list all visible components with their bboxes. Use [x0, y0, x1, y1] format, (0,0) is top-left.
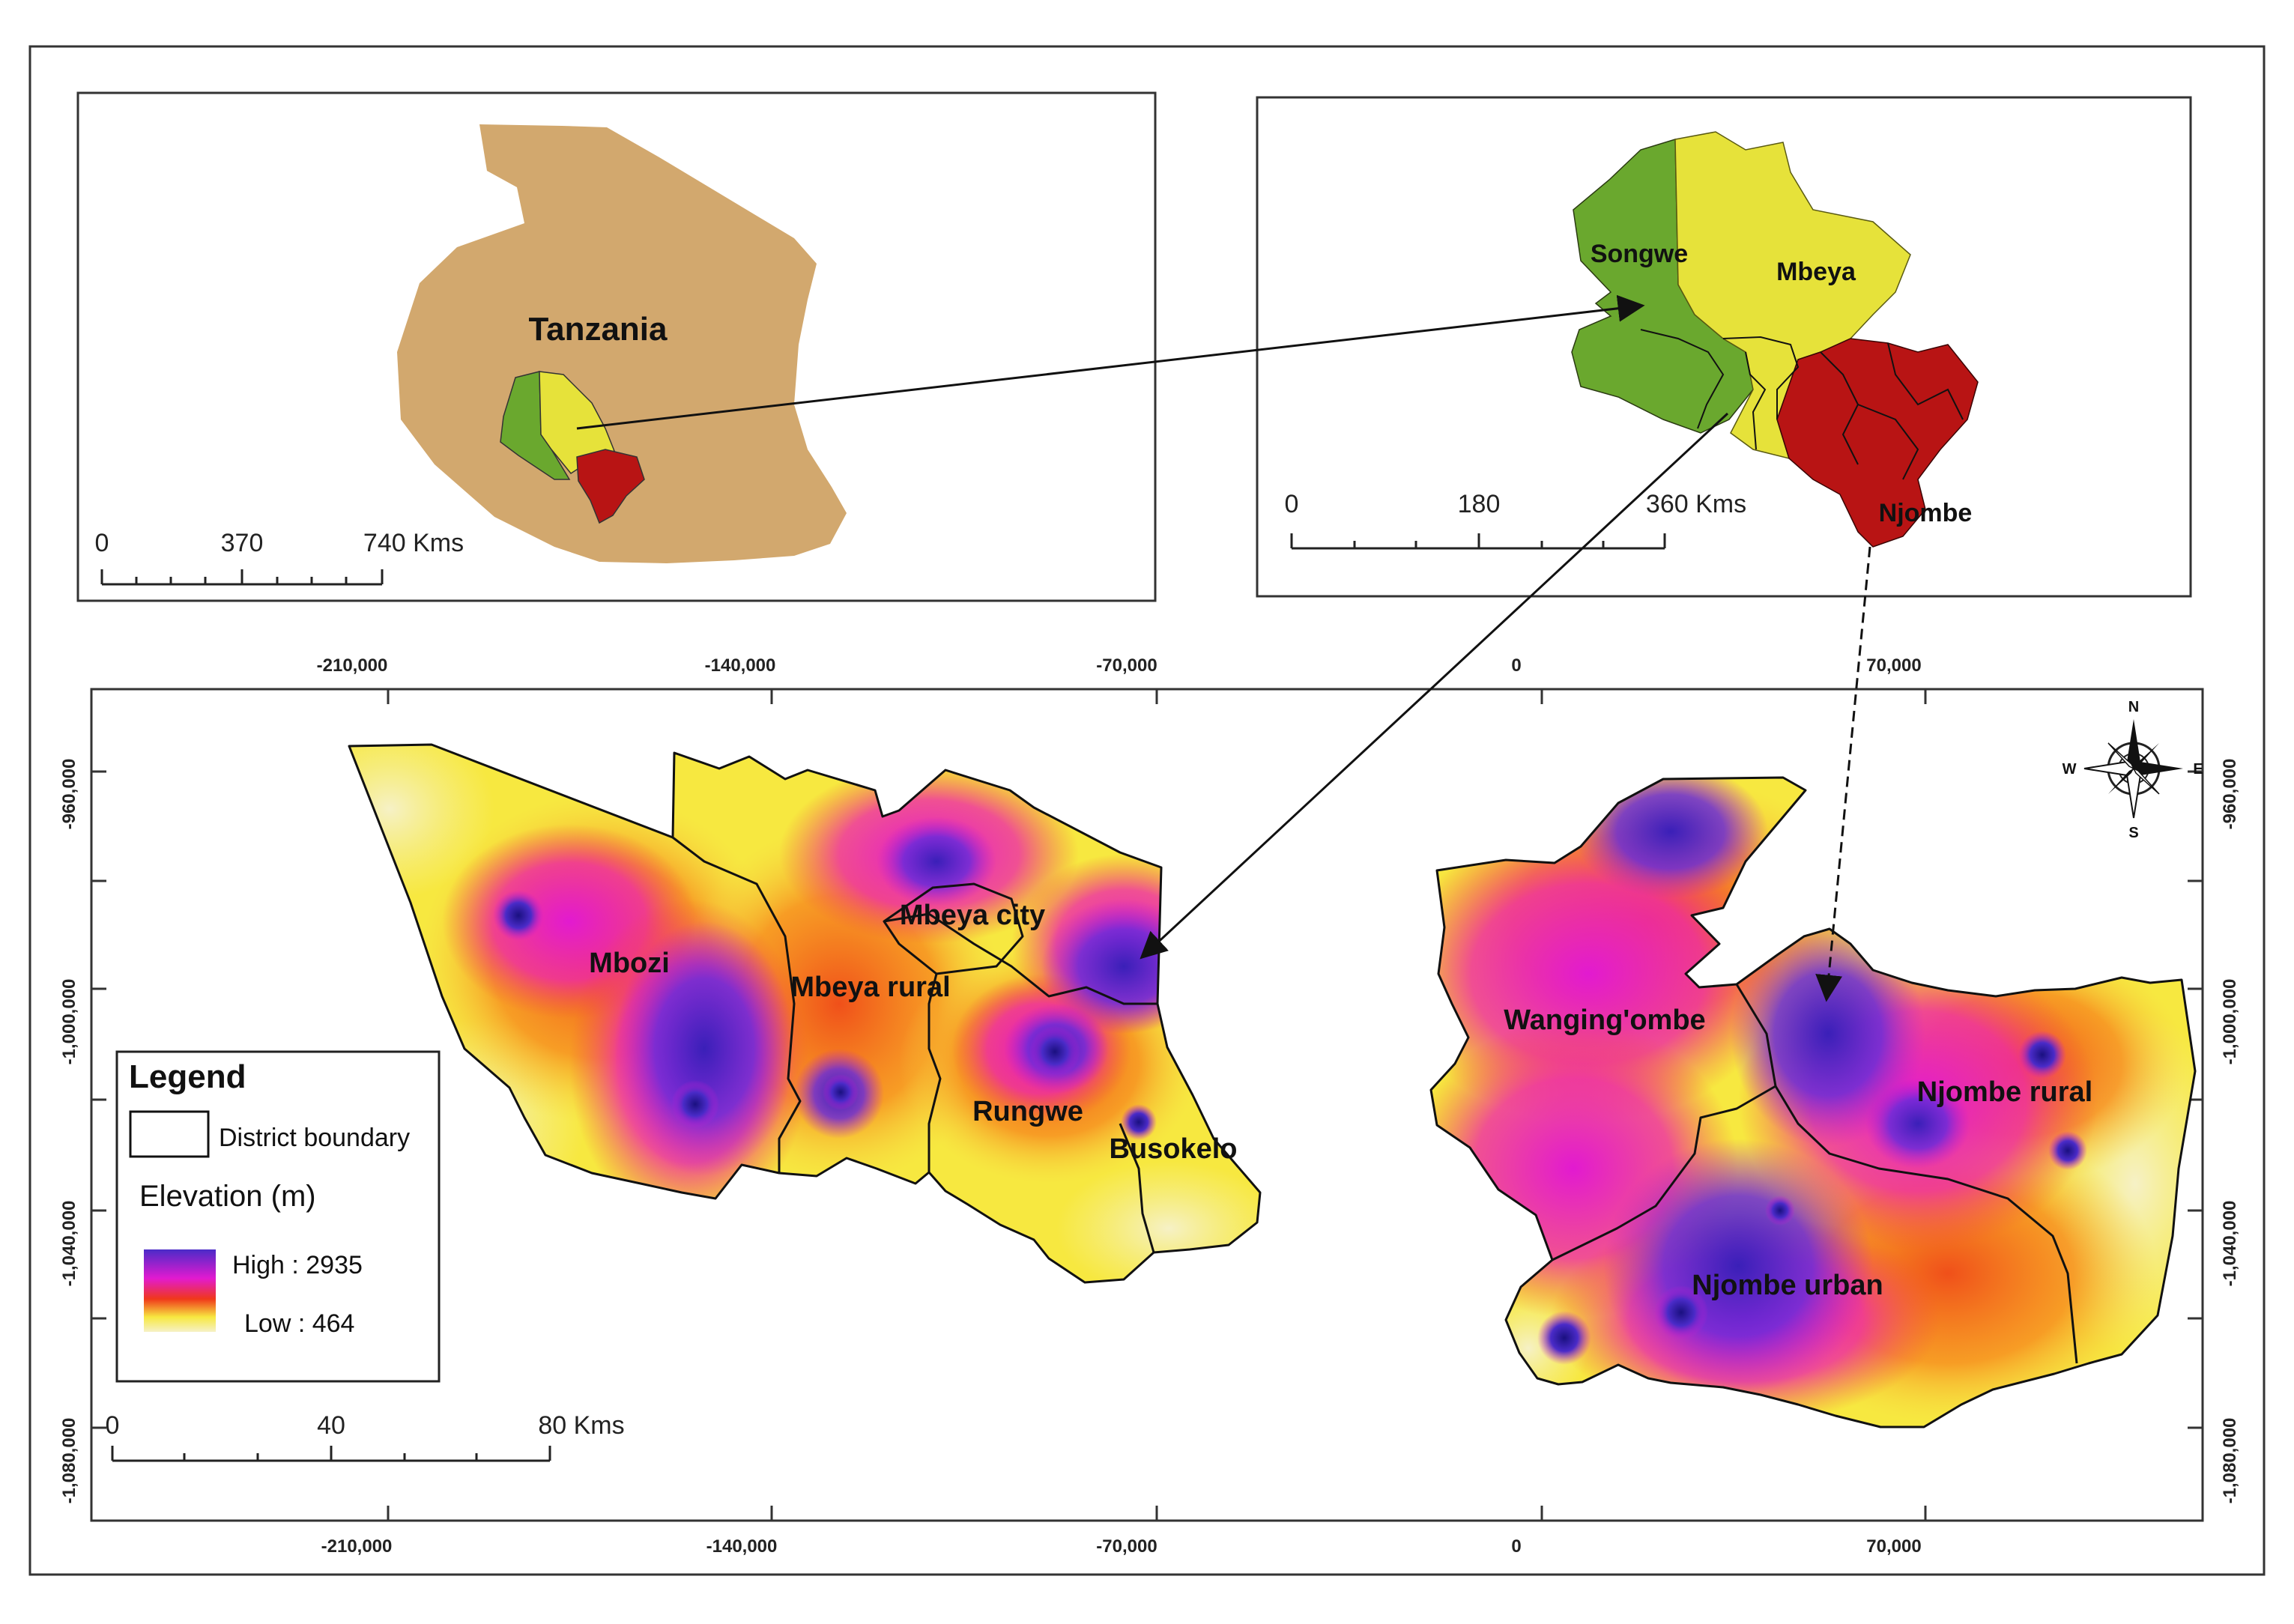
- north-arrow-e: E: [2193, 761, 2203, 778]
- district-labels: Mbozi Mbeya city Mbeya rural Rungwe Buso…: [589, 900, 2092, 1301]
- right-tick-2: -1,040,000: [2220, 1201, 2240, 1287]
- tanzania-njombe-region: [576, 449, 645, 524]
- district-label-rungwe: Rungwe: [972, 1096, 1083, 1127]
- district-boundaries: [348, 743, 2197, 1428]
- top-tick-1: -140,000: [705, 655, 776, 676]
- inset-tanzania: Tanzania 0 370 740 Kms: [76, 91, 1157, 602]
- north-arrow: N S E W: [2063, 699, 2203, 841]
- legend-low-label: Low : 464: [244, 1309, 354, 1338]
- district-label-mbozi: Mbozi: [589, 948, 670, 979]
- tanzania-shape: [397, 124, 847, 563]
- bottom-axis-labels: -210,000 -140,000 -70,000 0 70,000: [321, 1536, 1922, 1557]
- inset-tanzania-scale-tick-0: 0: [95, 529, 109, 557]
- inset-regions-scale-tick-2: 360 Kms: [1646, 490, 1746, 518]
- inset-regions: Songwe Mbeya Njombe 0 180 360 Kms: [1256, 96, 2192, 598]
- inset-tanzania-scale-tick-1: 370: [221, 529, 264, 557]
- main-scale-tick-2: 80 Kms: [538, 1411, 624, 1440]
- north-arrow-w: W: [2063, 761, 2077, 778]
- bottom-tick-3: 0: [1511, 1536, 1521, 1557]
- bottom-tick-4: 70,000: [1866, 1536, 1921, 1557]
- legend-boundary-swatch: [129, 1110, 210, 1158]
- district-label-njombe-rural: Njombe rural: [1917, 1076, 2092, 1108]
- legend-elevation-ramp: [144, 1249, 216, 1332]
- inset-regions-scale-tick-0: 0: [1285, 490, 1299, 518]
- inset-tanzania-scale-tick-2: 740 Kms: [363, 529, 464, 557]
- north-arrow-s: S: [2128, 825, 2138, 841]
- legend-high-label: High : 2935: [232, 1251, 363, 1279]
- left-tick-0: -960,000: [59, 759, 79, 830]
- main-scalebar: 0 40 80 Kms: [106, 1411, 625, 1462]
- arrow-regions-to-njombe: [1815, 546, 1871, 1002]
- top-tick-2: -70,000: [1096, 655, 1157, 676]
- graticule-ticks: [91, 689, 2203, 1521]
- bottom-tick-0: -210,000: [321, 1536, 393, 1557]
- left-tick-2: -1,040,000: [59, 1201, 79, 1287]
- district-label-mbeya-city: Mbeya city: [900, 900, 1045, 931]
- legend-boundary-label: District boundary: [219, 1124, 410, 1152]
- connector-arrows: [576, 294, 1871, 1002]
- main-scale-tick-0: 0: [106, 1411, 120, 1440]
- top-tick-3: 0: [1511, 655, 1521, 676]
- district-label-njombe-urban: Njombe urban: [1692, 1270, 1883, 1301]
- left-axis-labels: -960,000 -1,000,000 -1,040,000 -1,080,00…: [59, 759, 79, 1504]
- arrow-regions-to-mbeya: [1140, 412, 1729, 960]
- legend-elevation-title: Elevation (m): [139, 1180, 316, 1213]
- tanzania-label: Tanzania: [528, 311, 668, 348]
- legend-title: Legend: [129, 1058, 246, 1095]
- inset-regions-scale-tick-1: 180: [1458, 490, 1501, 518]
- north-arrow-n: N: [2128, 699, 2139, 715]
- main-scale-tick-1: 40: [317, 1411, 345, 1440]
- right-tick-0: -960,000: [2220, 759, 2240, 830]
- top-tick-0: -210,000: [317, 655, 388, 676]
- right-axis-labels: -960,000 -1,000,000 -1,040,000 -1,080,00…: [2220, 759, 2240, 1504]
- left-tick-3: -1,080,000: [59, 1418, 79, 1504]
- arrow-tanzania-to-regions: [576, 294, 1645, 430]
- bottom-tick-2: -70,000: [1096, 1536, 1157, 1557]
- region-district-boundaries: [1640, 329, 1964, 480]
- region-label-songwe: Songwe: [1591, 240, 1688, 268]
- bottom-tick-1: -140,000: [706, 1536, 778, 1557]
- inset-tanzania-scalebar: 0 370 740 Kms: [95, 529, 464, 586]
- district-label-wangingombe: Wanging'ombe: [1504, 1005, 1705, 1036]
- inset-regions-scalebar: 0 180 360 Kms: [1285, 490, 1746, 550]
- legend: Legend District boundary Elevation (m) H…: [115, 1050, 441, 1383]
- right-tick-1: -1,000,000: [2220, 979, 2240, 1065]
- district-label-busokelo: Busokelo: [1109, 1133, 1237, 1165]
- left-tick-1: -1,000,000: [59, 979, 79, 1065]
- region-label-mbeya: Mbeya: [1776, 258, 1856, 286]
- top-tick-4: 70,000: [1866, 655, 1921, 676]
- right-tick-3: -1,080,000: [2220, 1418, 2240, 1504]
- district-label-mbeya-rural: Mbeya rural: [790, 972, 950, 1003]
- top-axis-labels: -210,000 -140,000 -70,000 0 70,000: [317, 655, 1922, 676]
- region-label-njombe: Njombe: [1879, 499, 1973, 527]
